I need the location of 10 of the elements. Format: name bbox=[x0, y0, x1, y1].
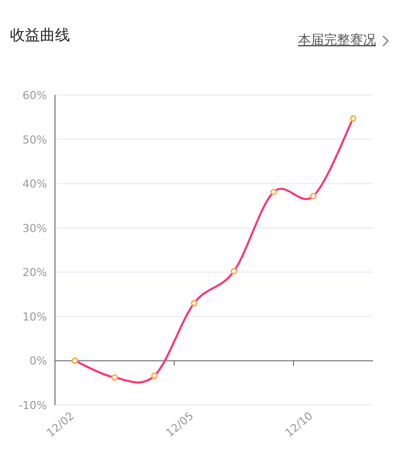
y-tick-label: 10% bbox=[22, 310, 47, 324]
y-tick-label: 50% bbox=[22, 133, 47, 146]
text: 本届完整赛况 bbox=[298, 32, 376, 48]
y-tick-label: 30% bbox=[22, 222, 47, 235]
y-tick-label: 0% bbox=[30, 354, 47, 368]
y-tick-label: 40% bbox=[22, 178, 47, 191]
y-tick-label: -10% bbox=[18, 399, 47, 412]
y-tick-label: 60% bbox=[22, 89, 47, 102]
y-tick-label: 20% bbox=[22, 266, 47, 280]
chart-title: 收益曲线 bbox=[10, 26, 70, 44]
